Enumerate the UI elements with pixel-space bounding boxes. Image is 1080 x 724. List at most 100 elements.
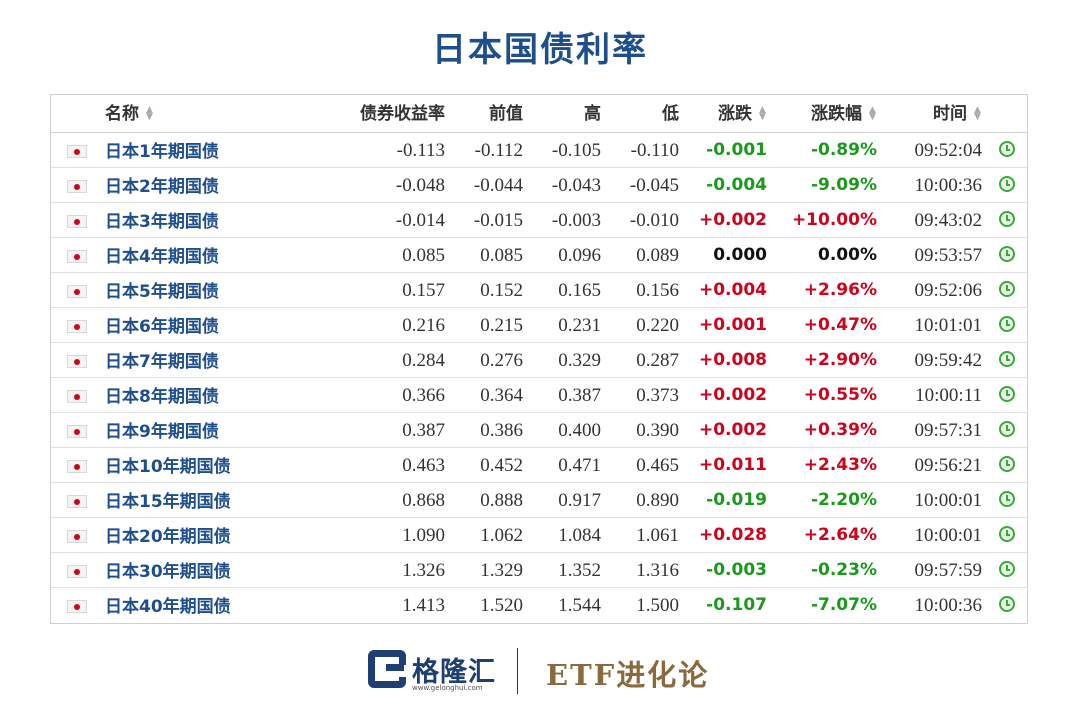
clock-cell bbox=[999, 553, 1019, 588]
table-row[interactable]: 日本20年期国债 1.090 1.062 1.084 1.061 +0.028 +2.64%… bbox=[51, 518, 1027, 553]
clock-icon[interactable] bbox=[999, 246, 1015, 262]
bond-name-link[interactable]: 日本30年期国债 bbox=[105, 562, 231, 582]
sort-arrows-icon[interactable]: ▲ ▼ bbox=[869, 105, 876, 122]
sort-arrows-icon[interactable]: ▲ ▼ bbox=[146, 105, 153, 122]
sort-arrows-icon[interactable]: ▲ ▼ bbox=[759, 105, 766, 122]
clock-icon[interactable] bbox=[999, 351, 1015, 367]
header-chg[interactable]: 涨跌 ▲ ▼ bbox=[679, 95, 767, 133]
japan-flag-icon bbox=[67, 600, 87, 613]
prev-value: 0.276 bbox=[480, 350, 523, 371]
change-value: +0.001 bbox=[698, 315, 767, 335]
clock-icon[interactable] bbox=[999, 421, 1015, 437]
change-percent: -2.20% bbox=[810, 490, 877, 510]
clock-cell bbox=[999, 483, 1019, 518]
high-value: -0.003 bbox=[551, 210, 601, 231]
flag-cell bbox=[67, 273, 89, 308]
table-row[interactable]: 日本8年期国债 0.366 0.364 0.387 0.373 +0.002 +0.55% 1… bbox=[51, 378, 1027, 413]
table-row[interactable]: 日本1年期国债 -0.113 -0.112 -0.105 -0.110 -0.001 -0.… bbox=[51, 133, 1027, 168]
change-percent: +0.39% bbox=[803, 420, 877, 440]
bond-name-link[interactable]: 日本8年期国债 bbox=[105, 387, 219, 407]
header-name[interactable]: 名称 ▲ ▼ bbox=[105, 95, 305, 133]
clock-icon[interactable] bbox=[999, 176, 1015, 192]
table-row[interactable]: 日本7年期国债 0.284 0.276 0.329 0.287 +0.008 +2.90% 0… bbox=[51, 343, 1027, 378]
table-row[interactable]: 日本15年期国债 0.868 0.888 0.917 0.890 -0.019 -2.20%… bbox=[51, 483, 1027, 518]
table-row[interactable]: 日本2年期国债 -0.048 -0.044 -0.043 -0.045 -0.004 -9.… bbox=[51, 168, 1027, 203]
change-percent: +2.43% bbox=[803, 455, 877, 475]
header-high: 高 bbox=[584, 104, 601, 124]
prev-value: -0.044 bbox=[473, 175, 523, 196]
flag-cell bbox=[67, 203, 89, 238]
table-row[interactable]: 日本10年期国债 0.463 0.452 0.471 0.465 +0.011 +2.43%… bbox=[51, 448, 1027, 483]
bond-name-link[interactable]: 日本1年期国债 bbox=[105, 142, 219, 162]
header-prev: 前值 bbox=[489, 104, 523, 124]
japan-flag-icon bbox=[67, 320, 87, 333]
clock-icon[interactable] bbox=[999, 526, 1015, 542]
yield-value: 1.326 bbox=[402, 560, 445, 581]
clock-icon[interactable] bbox=[999, 281, 1015, 297]
high-value: 0.231 bbox=[558, 315, 601, 336]
table-row[interactable]: 日本4年期国债 0.085 0.085 0.096 0.089 0.000 0.00% 09:… bbox=[51, 238, 1027, 273]
japan-flag-icon bbox=[67, 250, 87, 263]
bond-name-link[interactable]: 日本10年期国债 bbox=[105, 457, 231, 477]
clock-icon[interactable] bbox=[999, 211, 1015, 227]
japan-flag-icon bbox=[67, 355, 87, 368]
bond-name-link[interactable]: 日本4年期国债 bbox=[105, 247, 219, 267]
bond-name-link[interactable]: 日本2年期国债 bbox=[105, 177, 219, 197]
clock-cell bbox=[999, 518, 1019, 553]
clock-icon[interactable] bbox=[999, 491, 1015, 507]
clock-cell bbox=[999, 378, 1019, 413]
yield-value: 0.366 bbox=[402, 385, 445, 406]
change-value: +0.011 bbox=[698, 455, 767, 475]
clock-icon[interactable] bbox=[999, 141, 1015, 157]
clock-icon[interactable] bbox=[999, 596, 1015, 612]
clock-icon[interactable] bbox=[999, 456, 1015, 472]
table-row[interactable]: 日本5年期国债 0.157 0.152 0.165 0.156 +0.004 +2.96% 0… bbox=[51, 273, 1027, 308]
clock-cell bbox=[999, 588, 1019, 623]
prev-value: 0.364 bbox=[480, 385, 523, 406]
table-row[interactable]: 日本30年期国债 1.326 1.329 1.352 1.316 -0.003 -0.23%… bbox=[51, 553, 1027, 588]
bond-name-link[interactable]: 日本5年期国债 bbox=[105, 282, 219, 302]
table-row[interactable]: 日本6年期国债 0.216 0.215 0.231 0.220 +0.001 +0.47% 1… bbox=[51, 308, 1027, 343]
clock-icon[interactable] bbox=[999, 316, 1015, 332]
bond-name-link[interactable]: 日本20年期国债 bbox=[105, 527, 231, 547]
low-value: 0.287 bbox=[636, 350, 679, 371]
clock-icon[interactable] bbox=[999, 386, 1015, 402]
time-value: 09:56:21 bbox=[914, 455, 982, 476]
table-row[interactable]: 日本9年期国债 0.387 0.386 0.400 0.390 +0.002 +0.39% 0… bbox=[51, 413, 1027, 448]
low-value: 0.890 bbox=[636, 490, 679, 511]
clock-icon[interactable] bbox=[999, 561, 1015, 577]
prev-value: 0.888 bbox=[480, 490, 523, 511]
japan-flag-icon bbox=[67, 390, 87, 403]
time-value: 09:59:42 bbox=[914, 350, 982, 371]
table-row[interactable]: 日本40年期国债 1.413 1.520 1.544 1.500 -0.107 -7.07%… bbox=[51, 588, 1027, 623]
change-value: -0.004 bbox=[706, 175, 767, 195]
japan-flag-icon bbox=[67, 180, 87, 193]
low-value: 1.500 bbox=[636, 595, 679, 616]
etf-label: ETF进化论 bbox=[546, 658, 710, 692]
time-value: 09:52:06 bbox=[914, 280, 982, 301]
bond-name-link[interactable]: 日本15年期国债 bbox=[105, 492, 231, 512]
prev-value: 0.152 bbox=[480, 280, 523, 301]
bond-name-link[interactable]: 日本7年期国债 bbox=[105, 352, 219, 372]
japan-flag-icon bbox=[67, 425, 87, 438]
bond-name-link[interactable]: 日本40年期国债 bbox=[105, 597, 231, 617]
low-value: -0.110 bbox=[630, 140, 679, 161]
high-value: 0.471 bbox=[558, 455, 601, 476]
low-value: 0.220 bbox=[636, 315, 679, 336]
bond-name-link[interactable]: 日本6年期国债 bbox=[105, 317, 219, 337]
header-time[interactable]: 时间 ▲ ▼ bbox=[877, 95, 982, 133]
prev-value: 1.520 bbox=[480, 595, 523, 616]
bond-name-link[interactable]: 日本3年期国债 bbox=[105, 212, 219, 232]
footer: 格隆汇 www.gelonghui.com ETF进化论 bbox=[0, 640, 1080, 710]
header-low: 低 bbox=[662, 104, 679, 124]
low-value: -0.045 bbox=[629, 175, 679, 196]
sort-arrows-icon[interactable]: ▲ ▼ bbox=[974, 105, 981, 122]
header-pct[interactable]: 涨跌幅 ▲ ▼ bbox=[767, 95, 877, 133]
table-row[interactable]: 日本3年期国债 -0.014 -0.015 -0.003 -0.010 +0.002 +10… bbox=[51, 203, 1027, 238]
yield-value: 0.216 bbox=[402, 315, 445, 336]
bond-name-link[interactable]: 日本9年期国债 bbox=[105, 422, 219, 442]
prev-value: -0.015 bbox=[473, 210, 523, 231]
bond-yield-table: 名称 ▲ ▼ 债券收益率 前值 高 低 涨跌 ▲ ▼ 涨跌幅 ▲ ▼ 时间 ▲ ▼ 日本1年期国… bbox=[50, 94, 1028, 624]
change-percent: +2.90% bbox=[803, 350, 877, 370]
prev-value: 0.452 bbox=[480, 455, 523, 476]
